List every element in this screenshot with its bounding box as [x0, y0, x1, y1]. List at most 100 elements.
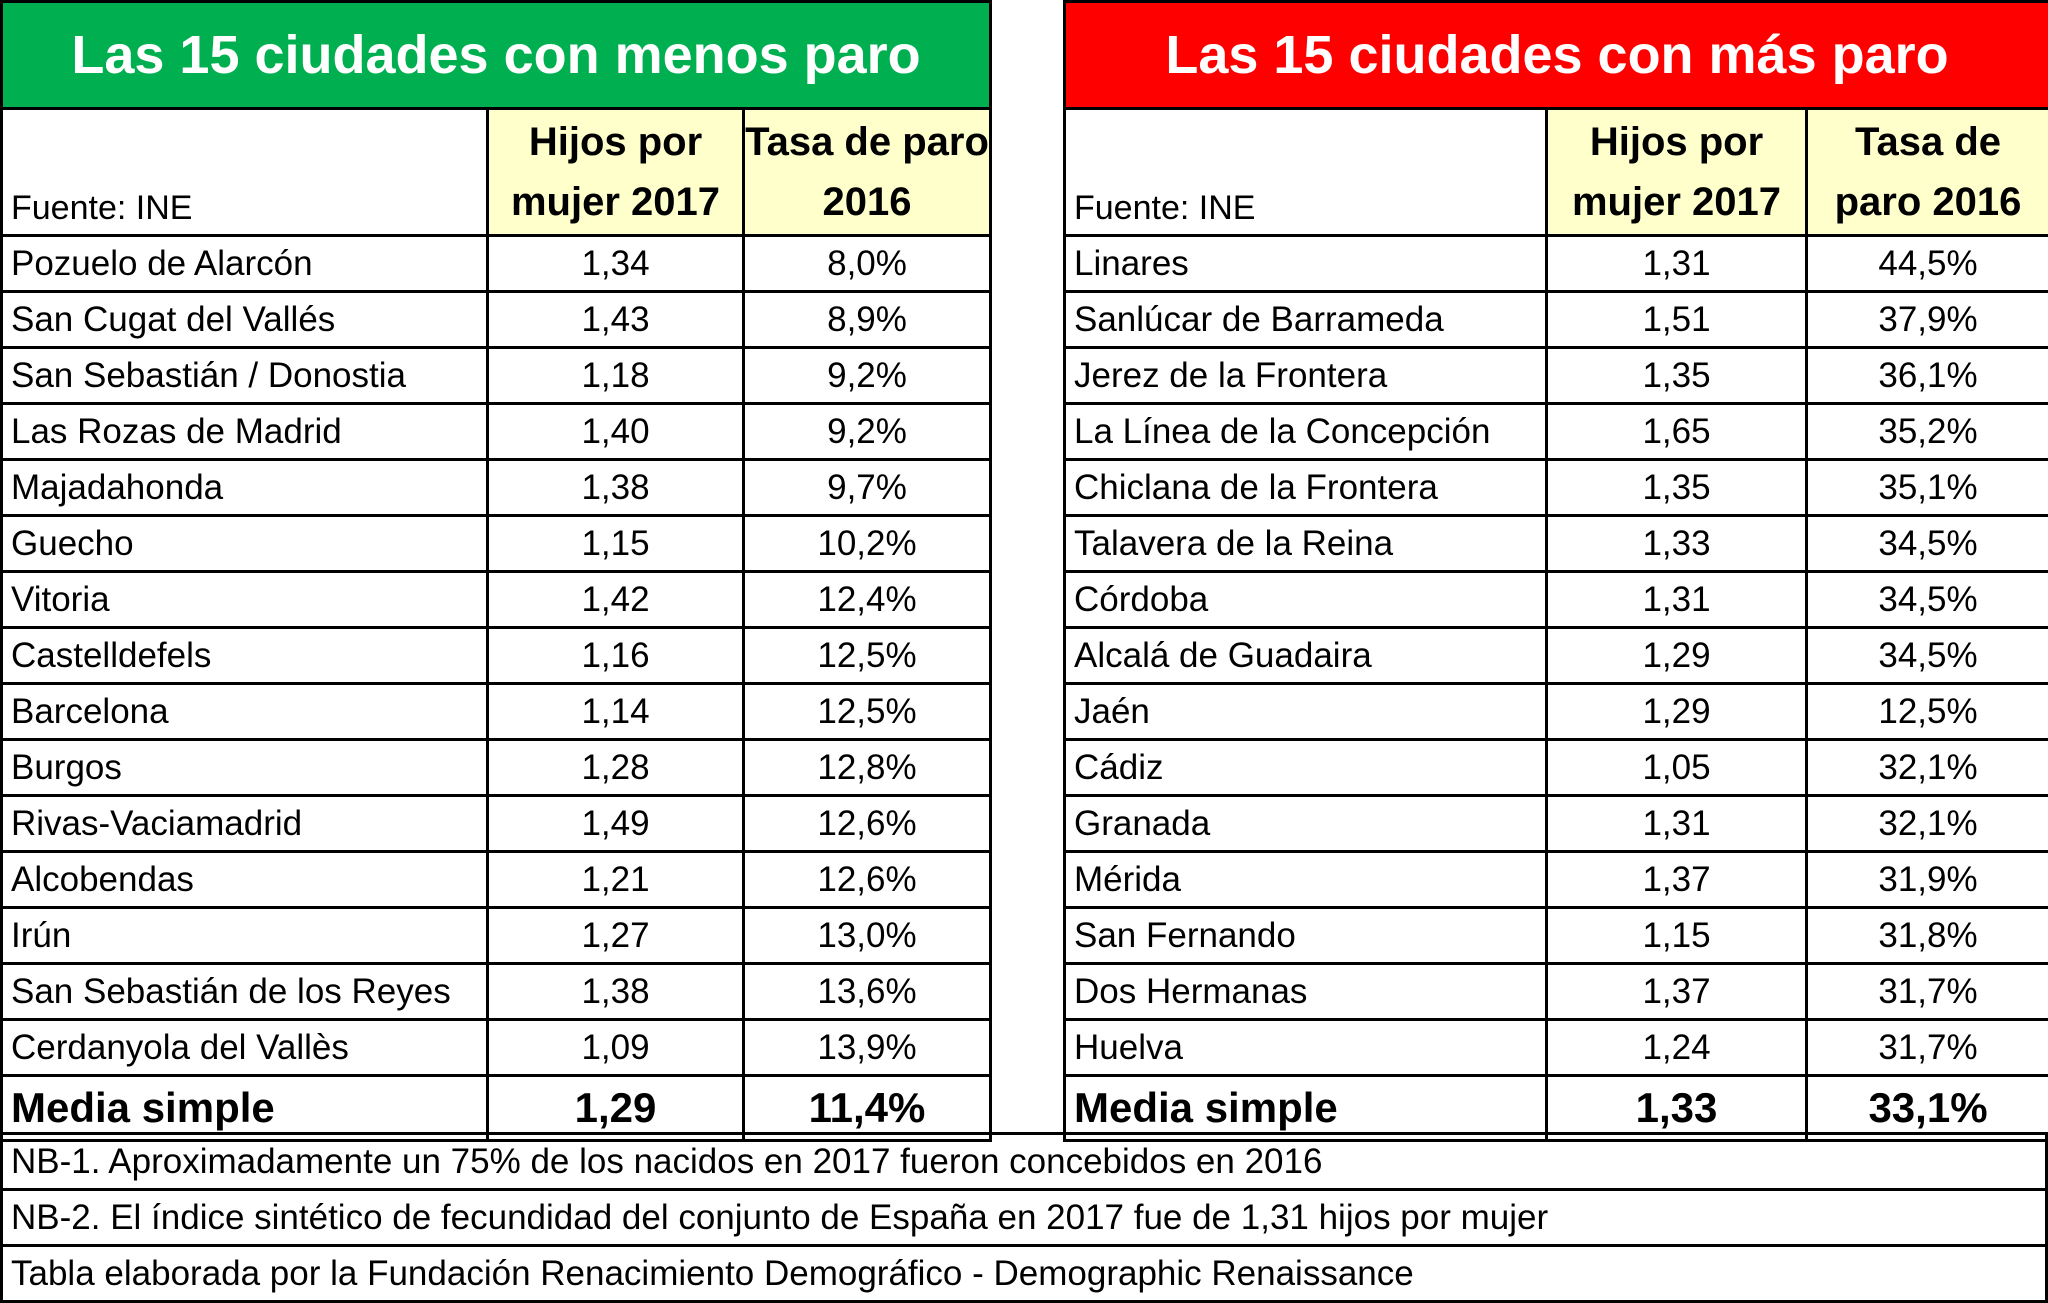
right-source: Fuente: INE	[1065, 109, 1547, 236]
hijos-value: 1,09	[488, 1020, 744, 1076]
hijos-value: 1,37	[1547, 964, 1807, 1020]
tasa-value: 13,6%	[744, 964, 991, 1020]
city-name: Majadahonda	[2, 460, 488, 516]
tasa-value: 31,8%	[1807, 908, 2048, 964]
hijos-value: 1,33	[1547, 516, 1807, 572]
city-name: Las Rozas de Madrid	[2, 404, 488, 460]
city-name: Pozuelo de Alarcón	[2, 236, 488, 292]
tasa-value: 36,1%	[1807, 348, 2048, 404]
city-name: Córdoba	[1065, 572, 1547, 628]
city-name: Alcobendas	[2, 852, 488, 908]
right-table: Las 15 ciudades con más paro Fuente: INE…	[1063, 0, 2048, 1142]
city-name: Barcelona	[2, 684, 488, 740]
city-name: Dos Hermanas	[1065, 964, 1547, 1020]
city-name: La Línea de la Concepción	[1065, 404, 1547, 460]
tasa-value: 13,9%	[744, 1020, 991, 1076]
tasa-value: 32,1%	[1807, 740, 2048, 796]
city-name: Guecho	[2, 516, 488, 572]
right-title: Las 15 ciudades con más paro	[1065, 2, 2048, 109]
tasa-value: 32,1%	[1807, 796, 2048, 852]
city-name: Linares	[1065, 236, 1547, 292]
tasa-value: 12,5%	[1807, 684, 2048, 740]
city-name: San Cugat del Vallés	[2, 292, 488, 348]
tasa-value: 34,5%	[1807, 516, 2048, 572]
hijos-value: 1,28	[488, 740, 744, 796]
hijos-value: 1,05	[1547, 740, 1807, 796]
hijos-value: 1,24	[1547, 1020, 1807, 1076]
city-name: Castelldefels	[2, 628, 488, 684]
hijos-value: 1,38	[488, 964, 744, 1020]
right-col-hijos: Hijos por mujer 2017	[1547, 109, 1807, 236]
city-name: Alcalá de Guadaira	[1065, 628, 1547, 684]
tasa-value: 10,2%	[744, 516, 991, 572]
tasa-value: 35,2%	[1807, 404, 2048, 460]
hijos-value: 1,34	[488, 236, 744, 292]
hijos-value: 1,27	[488, 908, 744, 964]
tasa-value: 9,7%	[744, 460, 991, 516]
hijos-value: 1,15	[488, 516, 744, 572]
tasa-value: 9,2%	[744, 404, 991, 460]
average-hijos: 1,33	[1547, 1076, 1807, 1141]
right-col-tasa: Tasa de paro 2016	[1807, 109, 2048, 236]
tasa-value: 13,0%	[744, 908, 991, 964]
left-average-row: Media simple 1,29 11,4%	[2, 1076, 991, 1141]
city-name: Burgos	[2, 740, 488, 796]
note-1: NB-1. Aproximadamente un 75% de los naci…	[2, 1134, 2047, 1190]
left-title: Las 15 ciudades con menos paro	[2, 2, 991, 109]
left-col-tasa: Tasa de paro 2016	[744, 109, 991, 236]
city-name: San Sebastián de los Reyes	[2, 964, 488, 1020]
hijos-value: 1,40	[488, 404, 744, 460]
hijos-value: 1,31	[1547, 572, 1807, 628]
left-table: Las 15 ciudades con menos paro Fuente: I…	[0, 0, 992, 1142]
average-tasa: 11,4%	[744, 1076, 991, 1141]
city-name: Talavera de la Reina	[1065, 516, 1547, 572]
tasa-value: 31,7%	[1807, 964, 2048, 1020]
tasa-value: 12,4%	[744, 572, 991, 628]
hijos-value: 1,15	[1547, 908, 1807, 964]
hijos-value: 1,29	[1547, 684, 1807, 740]
city-name: Mérida	[1065, 852, 1547, 908]
hijos-value: 1,35	[1547, 460, 1807, 516]
tasa-value: 31,7%	[1807, 1020, 2048, 1076]
tasa-value: 34,5%	[1807, 572, 2048, 628]
tasa-value: 12,5%	[744, 628, 991, 684]
hijos-value: 1,16	[488, 628, 744, 684]
tasa-value: 34,5%	[1807, 628, 2048, 684]
hijos-value: 1,35	[1547, 348, 1807, 404]
average-hijos: 1,29	[488, 1076, 744, 1141]
average-label: Media simple	[2, 1076, 488, 1141]
hijos-value: 1,31	[1547, 236, 1807, 292]
tasa-value: 12,6%	[744, 852, 991, 908]
notes-table: NB-1. Aproximadamente un 75% de los naci…	[0, 1132, 2048, 1303]
note-2: NB-2. El índice sintético de fecundidad …	[2, 1190, 2047, 1246]
hijos-value: 1,29	[1547, 628, 1807, 684]
tasa-value: 12,8%	[744, 740, 991, 796]
credit-note: Tabla elaborada por la Fundación Renacim…	[2, 1246, 2047, 1302]
hijos-value: 1,42	[488, 572, 744, 628]
hijos-value: 1,49	[488, 796, 744, 852]
hijos-value: 1,51	[1547, 292, 1807, 348]
hijos-value: 1,31	[1547, 796, 1807, 852]
city-name: Granada	[1065, 796, 1547, 852]
city-name: San Fernando	[1065, 908, 1547, 964]
hijos-value: 1,18	[488, 348, 744, 404]
hijos-value: 1,38	[488, 460, 744, 516]
